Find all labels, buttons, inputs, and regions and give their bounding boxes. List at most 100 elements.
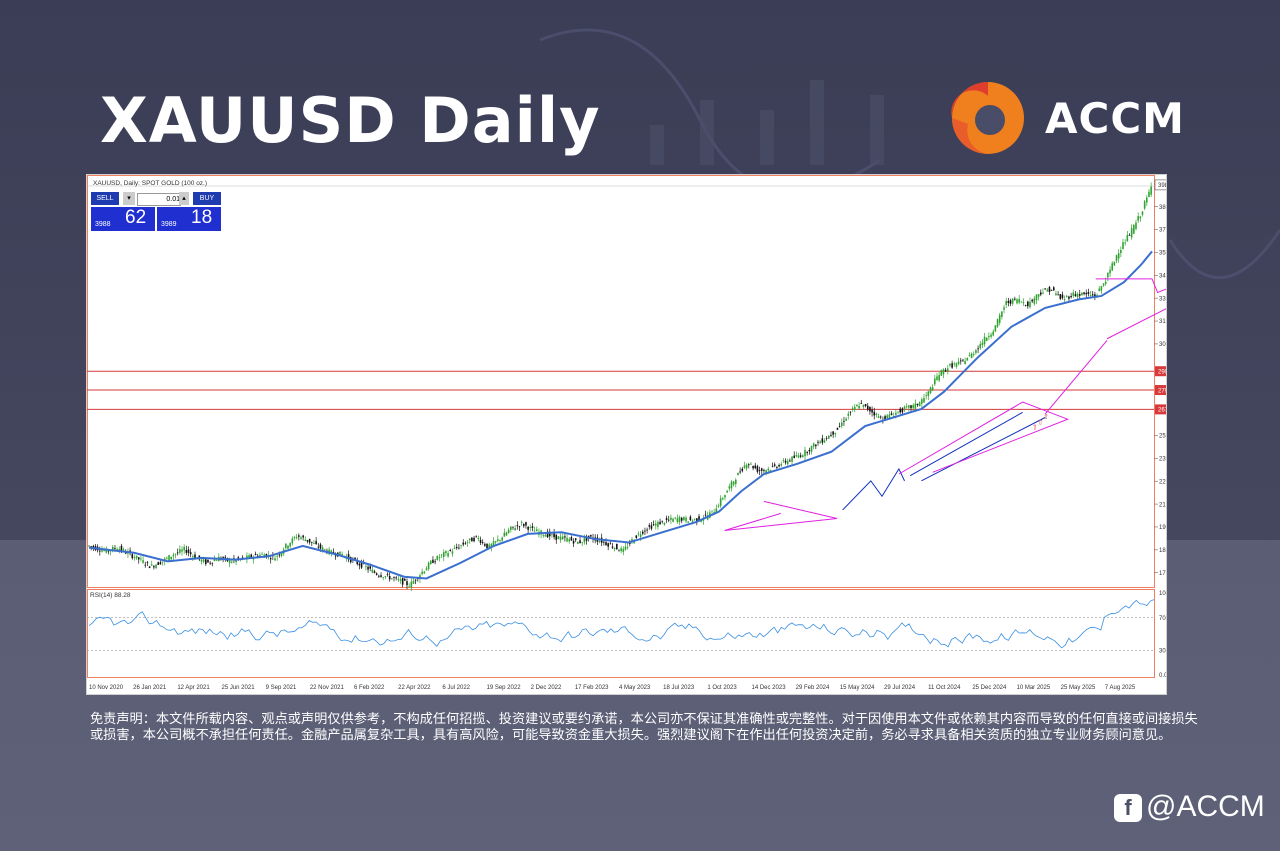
- date-tick-label: 26 Jan 2021: [133, 685, 167, 691]
- candle-body: [1065, 295, 1068, 297]
- candle-body: [1128, 234, 1131, 236]
- candle-body: [289, 542, 291, 547]
- candle-body: [473, 537, 475, 542]
- candle-body: [789, 460, 791, 462]
- candle-body: [687, 521, 690, 523]
- candle-body: [492, 541, 495, 546]
- sell-button[interactable]: SELL: [91, 192, 119, 205]
- rsi-tick-label: 70.00: [1159, 616, 1166, 622]
- candle-body: [99, 550, 101, 552]
- candle-body: [799, 455, 802, 457]
- candle-body: [652, 524, 655, 526]
- candle-body: [879, 416, 882, 418]
- candle-body: [914, 403, 917, 409]
- lot-size-input[interactable]: 0.01: [137, 193, 181, 206]
- candle-body: [618, 550, 620, 552]
- candle-body: [313, 543, 315, 544]
- buy-price-box[interactable]: 3989 18: [157, 207, 221, 231]
- candle-body: [1014, 298, 1016, 300]
- date-tick-label: 19 Sep 2022: [487, 685, 522, 691]
- candle-body: [1027, 301, 1029, 307]
- date-tick-label: 10 Mar 2025: [1017, 685, 1051, 691]
- candle-body: [871, 409, 873, 413]
- candle-body: [101, 550, 103, 552]
- facebook-icon[interactable]: f: [1114, 794, 1142, 822]
- candle-body: [168, 555, 170, 562]
- candle-body: [429, 560, 432, 565]
- candle-body: [988, 336, 990, 338]
- candle-body: [691, 520, 694, 522]
- candle-body: [683, 517, 685, 521]
- candle-body: [535, 529, 538, 532]
- chart-panel: 3861.63 3727.99 3594.35 3460.71 3327.07 3193.…: [86, 174, 1167, 695]
- candle-body: [996, 319, 999, 327]
- sell-price-box[interactable]: 3988 62: [91, 207, 155, 231]
- candle-body: [931, 387, 934, 391]
- candle-body: [747, 464, 750, 466]
- candle-body: [711, 510, 713, 512]
- candle-body: [295, 537, 298, 539]
- buy-arrow-icon: ⇧: [1043, 413, 1049, 421]
- candle-body: [194, 554, 196, 560]
- candle-body: [248, 555, 250, 559]
- candle-body: [843, 420, 845, 422]
- candle-body: [1074, 294, 1077, 297]
- candle-body: [564, 536, 566, 538]
- candle-body: [460, 545, 462, 546]
- candle-body: [261, 553, 263, 555]
- candle-body: [445, 551, 447, 554]
- candle-body: [291, 538, 294, 544]
- candle-body: [1003, 307, 1005, 310]
- candle-body: [771, 465, 774, 467]
- candle-body: [140, 558, 142, 560]
- date-tick-label: 2 Dec 2022: [531, 685, 562, 691]
- price-chart[interactable]: 3861.63 3727.99 3594.35 3460.71 3327.07 3193.…: [87, 175, 1166, 694]
- candle-body: [172, 555, 175, 557]
- candle-body: [853, 406, 856, 410]
- candle-body: [730, 481, 733, 489]
- buy-button[interactable]: BUY: [193, 192, 221, 205]
- lot-dropdown-icon[interactable]: ▾: [123, 192, 135, 205]
- candle-body: [1091, 294, 1094, 296]
- candle-body: [862, 404, 865, 407]
- candle-body: [665, 518, 668, 520]
- candle-body: [990, 334, 992, 337]
- candle-body: [678, 516, 681, 522]
- candle-body: [1020, 301, 1023, 303]
- buy-arrow-icon: ⇧: [1032, 423, 1038, 431]
- candle-body: [414, 579, 417, 581]
- candle-body: [88, 545, 90, 547]
- candle-body: [916, 403, 919, 406]
- candle-body: [765, 470, 767, 473]
- candle-body: [685, 517, 687, 522]
- candle-body: [155, 564, 157, 568]
- candle-body: [832, 431, 834, 435]
- price-tick-label: 2391.59: [1159, 457, 1166, 463]
- buy-arrow-icon: ⇧: [1038, 418, 1044, 426]
- candle-body: [962, 359, 964, 361]
- footer-handle[interactable]: @ACCM: [1146, 790, 1265, 823]
- candle-body: [1146, 197, 1148, 203]
- candle-body: [1124, 242, 1126, 244]
- candle-body: [153, 566, 155, 568]
- candle-body: [1040, 292, 1042, 295]
- pattern-zigzag-2024: [842, 467, 905, 511]
- candle-body: [334, 555, 337, 557]
- candle-body: [317, 546, 320, 548]
- candle-body: [754, 465, 757, 469]
- candle-body: [806, 451, 808, 453]
- candle-body: [776, 467, 778, 468]
- candle-body: [306, 540, 309, 542]
- lot-stepper-icon[interactable]: ▴: [179, 192, 189, 205]
- candle-body: [1063, 298, 1066, 300]
- candle-body: [358, 563, 361, 566]
- candle-body: [1109, 269, 1111, 274]
- candle-body: [670, 517, 672, 520]
- candle-body: [585, 536, 588, 541]
- candle-body: [866, 405, 869, 410]
- candle-body: [371, 569, 374, 573]
- candle-body: [518, 526, 521, 528]
- level-price-box: [1155, 366, 1166, 377]
- flag-support-line: [1106, 308, 1166, 340]
- candle-body: [449, 549, 452, 551]
